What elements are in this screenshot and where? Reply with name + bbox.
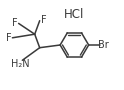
Text: HCl: HCl	[64, 8, 85, 21]
Text: F: F	[12, 17, 18, 28]
Text: Br: Br	[98, 40, 109, 50]
Text: F: F	[41, 15, 47, 25]
Text: H₂N: H₂N	[11, 59, 29, 69]
Text: F: F	[6, 33, 12, 43]
